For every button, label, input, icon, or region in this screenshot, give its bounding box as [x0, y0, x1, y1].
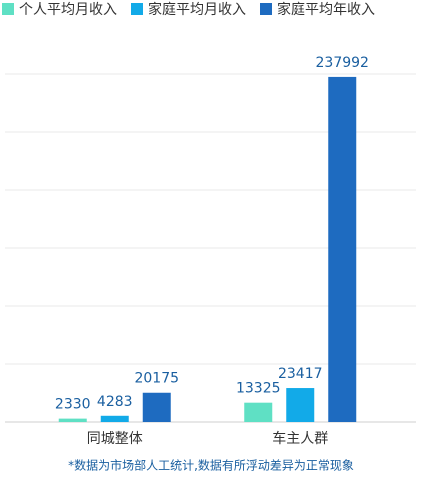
legend-swatch	[260, 3, 272, 15]
value-label: 23417	[278, 366, 323, 382]
legend-label: 家庭平均年收入	[277, 1, 375, 18]
legend-label: 个人平均月收入	[19, 2, 117, 18]
x-tick-label: 同城整体	[87, 431, 143, 447]
x-tick-label: 车主人群	[272, 430, 328, 447]
bar	[100, 415, 129, 422]
legend-swatch	[131, 3, 143, 15]
value-label: 20175	[134, 371, 179, 387]
bar	[142, 392, 171, 422]
bar	[328, 76, 357, 423]
bar	[286, 388, 315, 422]
bar	[58, 418, 87, 422]
legend-label: 家庭平均月收入	[148, 1, 246, 18]
value-label: 237992	[316, 55, 369, 71]
legend-swatch	[2, 3, 14, 15]
value-label: 2330	[55, 397, 91, 413]
value-label: 4283	[97, 394, 133, 410]
bar	[244, 402, 273, 422]
value-label: 13325	[236, 381, 281, 397]
footnote: *数据为市场部人工统计,数据有所浮动差异为正常现象	[68, 458, 354, 473]
